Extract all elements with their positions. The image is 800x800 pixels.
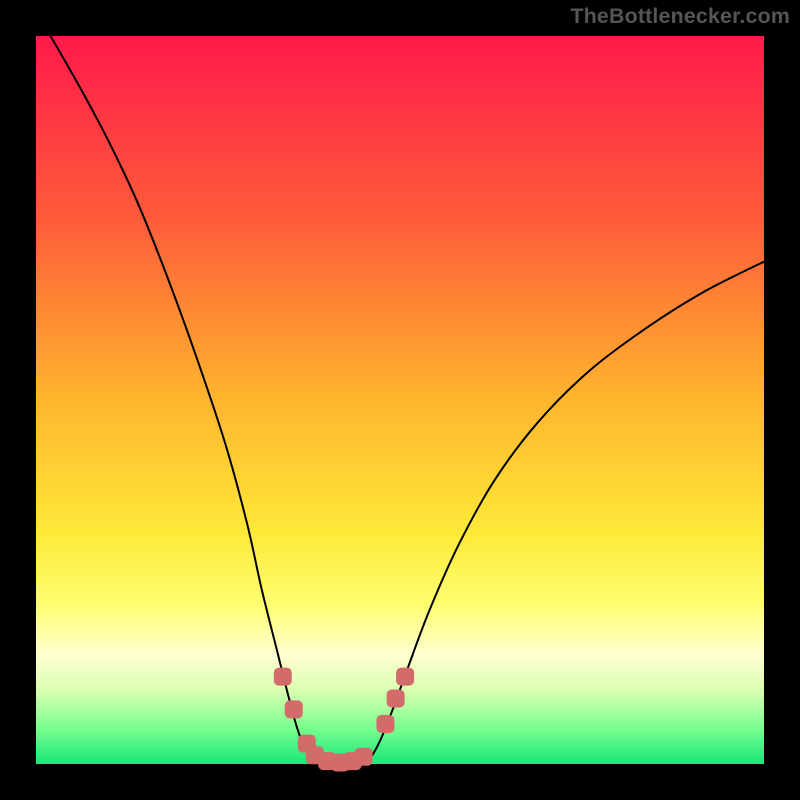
data-marker <box>387 689 405 707</box>
chart-svg <box>36 36 764 764</box>
watermark-text: TheBottlenecker.com <box>570 4 790 29</box>
data-marker <box>285 700 303 718</box>
plot-area <box>36 36 764 764</box>
gradient-background <box>36 36 764 764</box>
outer-frame: TheBottlenecker.com <box>0 0 800 800</box>
data-marker <box>355 748 373 766</box>
data-marker <box>396 668 414 686</box>
data-marker <box>376 715 394 733</box>
data-marker <box>274 668 292 686</box>
